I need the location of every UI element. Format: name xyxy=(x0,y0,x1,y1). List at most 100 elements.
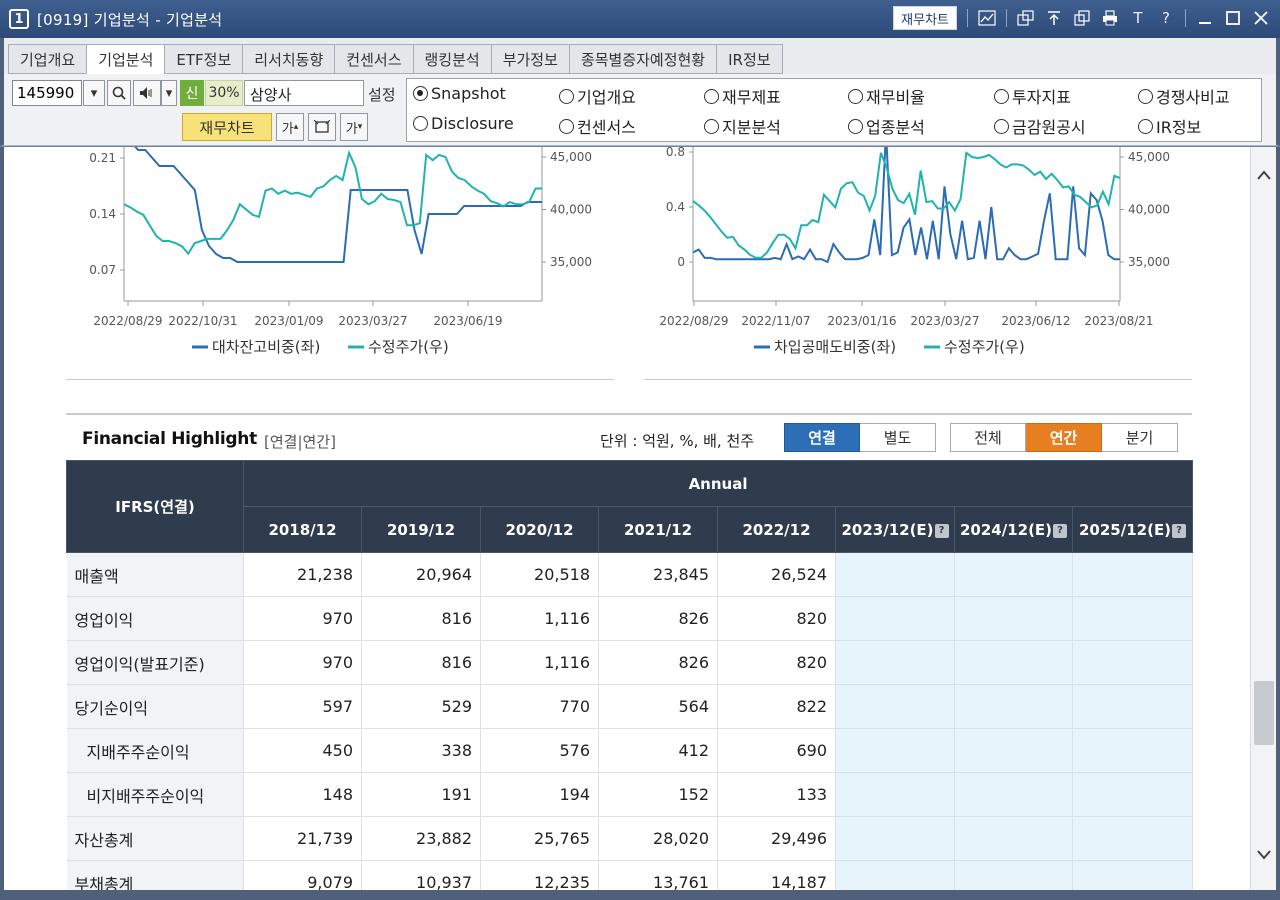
radio-button-icon[interactable] xyxy=(704,88,719,104)
minimize-icon[interactable] xyxy=(1196,9,1214,27)
radio-button-icon[interactable] xyxy=(994,118,1009,134)
period-annual-button[interactable]: 연간 xyxy=(1026,423,1102,452)
print-icon[interactable] xyxy=(1101,9,1119,27)
view-radio-option[interactable]: 금감원공시 xyxy=(994,114,1086,138)
view-radio-option[interactable]: 재무제표 xyxy=(704,84,781,108)
table-cell xyxy=(954,684,1073,729)
scroll-up-icon[interactable] xyxy=(1255,169,1273,187)
radio-button-icon[interactable] xyxy=(848,88,863,104)
settings-label[interactable]: 설정 xyxy=(368,86,396,104)
tab-item[interactable]: 랭킹분석 xyxy=(412,44,491,74)
font-increase-button[interactable]: 가 ▴ xyxy=(276,113,304,141)
y-left-tick-label: 0.8 xyxy=(666,147,685,159)
chart-window-icon[interactable] xyxy=(978,9,996,27)
period-label: 2018/12 xyxy=(268,520,337,539)
financial-chart-button[interactable]: 재무차트 xyxy=(182,113,272,141)
table-cell: 21,238 xyxy=(243,552,362,597)
speaker-dropdown-button[interactable]: ▾ xyxy=(161,80,177,106)
y-right-tick-label: 45,000 xyxy=(1128,150,1170,164)
x-tick-label: 2022/08/29 xyxy=(93,314,162,328)
estimate-help-icon[interactable]: ? xyxy=(1172,523,1187,538)
scroll-thumb[interactable] xyxy=(1254,681,1274,745)
view-radio-group: Snapshot 기업개요 재무제표 재무비율 투자지표 경쟁사비교 Disclosure 컨… xyxy=(406,78,1262,142)
code-dropdown-button[interactable]: ▾ xyxy=(83,80,105,106)
tab-item[interactable]: 종목별증자예정현황 xyxy=(568,44,717,74)
help-icon[interactable]: ? xyxy=(1162,9,1170,27)
separate-button[interactable]: 별도 xyxy=(860,423,936,452)
tab-item[interactable]: 컨센서스 xyxy=(334,44,413,74)
search-icon xyxy=(112,86,126,100)
fit-screen-button[interactable] xyxy=(308,113,336,141)
radio-button-icon[interactable] xyxy=(413,116,428,131)
x-tick-label: 2022/10/31 xyxy=(168,314,237,328)
vertical-scrollbar[interactable] xyxy=(1250,147,1276,890)
table-cell xyxy=(954,772,1073,817)
legend-label: 차입공매도비중(좌) xyxy=(774,338,896,356)
view-radio-option[interactable]: 업종분석 xyxy=(848,114,925,138)
table-cell xyxy=(954,728,1073,773)
radio-button-icon[interactable] xyxy=(1138,88,1153,104)
title-toolbar: 재무차트 T ? xyxy=(893,6,1270,30)
table-cell: 338 xyxy=(361,728,481,773)
font-size-icon[interactable]: T xyxy=(1133,9,1143,27)
table-cell xyxy=(835,860,955,890)
estimate-help-icon[interactable]: ? xyxy=(934,523,949,538)
period-quarter-button[interactable]: 분기 xyxy=(1102,423,1178,452)
stock-name-field[interactable]: 삼양사 xyxy=(244,80,364,106)
title-bar: 1 [0919] 기업분석 - 기업분석 재무차트 T ? xyxy=(0,0,1280,38)
period-header: 2020/12 xyxy=(480,506,599,553)
radio-button-icon[interactable] xyxy=(559,88,574,104)
radio-button-icon[interactable] xyxy=(1138,118,1153,134)
scroll-down-icon[interactable] xyxy=(1255,849,1273,867)
tab-item[interactable]: 기업개요 xyxy=(8,44,87,74)
maximize-icon[interactable] xyxy=(1224,9,1242,27)
x-tick-label: 2023/03/27 xyxy=(338,314,407,328)
y-right-tick-label: 45,000 xyxy=(550,150,592,164)
tab-item[interactable]: 기업분석 xyxy=(86,44,165,74)
view-radio-option[interactable]: IR정보 xyxy=(1138,114,1201,138)
table-cell xyxy=(1072,552,1194,597)
financial-chart-title-button[interactable]: 재무차트 xyxy=(893,6,957,30)
pin-top-icon[interactable] xyxy=(1045,9,1063,27)
series-line xyxy=(693,147,1120,264)
tab-item[interactable]: 리서치동향 xyxy=(242,44,335,74)
short-balance-chart-svg: 0.21 0.14 0.07 45,000 40,000 35,000 2022/08/29… xyxy=(89,147,592,356)
view-radio-option[interactable]: 기업개요 xyxy=(559,84,636,108)
view-radio-option[interactable]: Disclosure xyxy=(413,114,514,133)
copy-window-icon[interactable] xyxy=(1073,9,1091,27)
view-radio-option[interactable]: 재무비율 xyxy=(848,84,925,108)
tab-item[interactable]: IR정보 xyxy=(716,44,783,74)
x-tick-label: 2023/01/09 xyxy=(254,314,323,328)
tab-item[interactable]: ETF정보 xyxy=(164,44,243,74)
view-radio-option[interactable]: 지분분석 xyxy=(704,114,781,138)
financial-highlight-subtitle: [연결|연간] xyxy=(264,433,336,451)
table-cell xyxy=(1072,684,1194,729)
y-left-tick-label: 0.07 xyxy=(89,263,116,277)
view-radio-option[interactable]: 경쟁사비교 xyxy=(1138,84,1230,108)
radio-button-icon[interactable] xyxy=(704,118,719,134)
tab-item[interactable]: 부가정보 xyxy=(490,44,569,74)
radio-button-icon[interactable] xyxy=(559,118,574,134)
speaker-button[interactable] xyxy=(133,80,161,106)
radio-button-icon[interactable] xyxy=(413,86,428,101)
link-window-icon[interactable] xyxy=(1017,9,1035,27)
speaker-icon xyxy=(140,87,152,99)
search-button[interactable] xyxy=(107,80,131,106)
short-selling-chart: 0.8 0.4 0 45,000 40,000 35,000 2022/08/29 2022/… xyxy=(644,147,1192,380)
radio-button-icon[interactable] xyxy=(848,118,863,134)
radio-label: 지분분석 xyxy=(722,118,781,137)
font-decrease-button[interactable]: 가 ▾ xyxy=(340,113,368,141)
view-radio-option[interactable]: Snapshot xyxy=(413,84,506,103)
estimate-help-icon[interactable]: ? xyxy=(1053,523,1068,538)
period-all-button[interactable]: 전체 xyxy=(950,423,1026,452)
stock-code-input[interactable] xyxy=(12,80,82,106)
view-radio-option[interactable]: 컨센서스 xyxy=(559,114,636,138)
radio-label: Disclosure xyxy=(431,114,514,133)
radio-button-icon[interactable] xyxy=(994,88,1009,104)
table-cell xyxy=(1072,640,1194,685)
period-label: 2022/12 xyxy=(742,520,811,539)
view-radio-option[interactable]: 투자지표 xyxy=(994,84,1071,108)
consolidated-button[interactable]: 연결 xyxy=(784,423,860,452)
close-icon[interactable] xyxy=(1252,9,1270,27)
series-line xyxy=(134,147,542,263)
